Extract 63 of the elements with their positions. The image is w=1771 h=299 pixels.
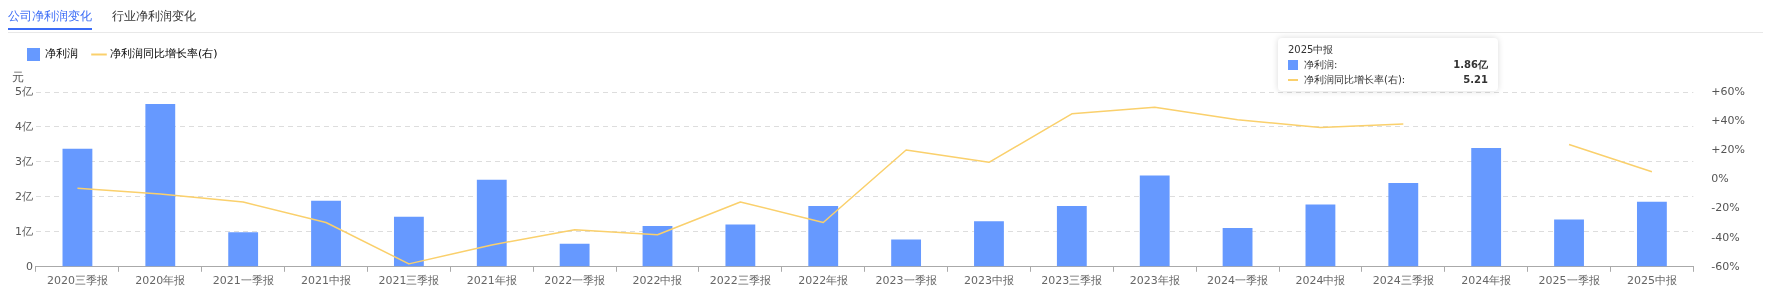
bar xyxy=(642,225,673,267)
x-tick-label: 2021三季报 xyxy=(378,274,440,288)
x-tick-label: 2024中报 xyxy=(1295,274,1346,288)
bar xyxy=(145,103,176,267)
bar xyxy=(974,221,1004,267)
bar xyxy=(559,243,590,267)
y-tick-label: 5亿 xyxy=(15,84,33,98)
legend-label: 净利润 xyxy=(44,47,78,61)
x-tick-label: 2021年报 xyxy=(466,274,517,288)
bar xyxy=(62,148,93,267)
text: 行业净利润变化 xyxy=(112,8,196,25)
bar xyxy=(393,216,424,267)
y-tick-label: 4亿 xyxy=(15,119,33,133)
x-tick-label: 2023一季报 xyxy=(875,274,937,288)
legend-label: 净利润同比增长率(右) xyxy=(110,47,218,61)
bar xyxy=(311,200,341,267)
x-tick-label: 2023三季报 xyxy=(1041,274,1103,288)
y2-tick-label: -40% xyxy=(1711,230,1740,244)
x-tick-label: 2024一季报 xyxy=(1207,274,1269,288)
x-tick-label: 2024三季报 xyxy=(1372,274,1434,288)
y-tick-label: 3亿 xyxy=(15,154,33,168)
bar xyxy=(1222,227,1253,267)
text: 2025中报 xyxy=(1288,43,1335,57)
y2-tick-label: -60% xyxy=(1711,259,1740,273)
y-axis-title: 元 xyxy=(12,70,24,85)
x-tick-label: 2022中报 xyxy=(632,274,683,288)
y2-tick-label: +40% xyxy=(1711,113,1746,127)
y-tick-label: 1亿 xyxy=(15,224,33,238)
bar xyxy=(725,224,756,267)
bar xyxy=(1636,201,1667,267)
bar xyxy=(1471,147,1502,267)
x-tick-label: 2021一季报 xyxy=(212,274,274,288)
text: 5.21 xyxy=(1463,73,1488,87)
y-tick-label: 2亿 xyxy=(15,189,33,203)
y-tick-label: 0 xyxy=(26,259,33,273)
x-tick-label: 2025中报 xyxy=(1626,274,1677,288)
y2-tick-label: 0% xyxy=(1711,172,1729,186)
text: 净利润同比增长率(右): xyxy=(1304,73,1407,87)
text: 公司净利润变化 xyxy=(8,8,92,30)
x-tick-label: 2024年报 xyxy=(1461,274,1512,288)
bar xyxy=(1388,182,1419,267)
x-tick-label: 2022年报 xyxy=(798,274,849,288)
y2-tick-label: -20% xyxy=(1711,201,1740,215)
x-tick-label: 2020三季报 xyxy=(46,274,108,288)
y2-tick-label: +20% xyxy=(1711,143,1746,157)
x-tick-label: 2020年报 xyxy=(135,274,186,288)
bar xyxy=(476,179,507,267)
bar xyxy=(808,205,839,267)
x-tick-label: 2025一季报 xyxy=(1538,274,1600,288)
text: 净利润: xyxy=(1304,58,1339,72)
bar xyxy=(1305,204,1336,267)
y2-tick-label: +60% xyxy=(1711,84,1746,98)
x-tick-label: 2021中报 xyxy=(301,274,352,288)
text: 1.86亿 xyxy=(1453,58,1488,72)
bar xyxy=(228,232,259,267)
x-tick-label: 2023年报 xyxy=(1129,274,1180,288)
x-tick-label: 2022三季报 xyxy=(709,274,771,288)
x-tick-label: 2022一季报 xyxy=(544,274,606,288)
x-tick-label: 2023中报 xyxy=(963,274,1014,288)
bar xyxy=(1554,219,1584,267)
bar xyxy=(1056,205,1087,267)
bar xyxy=(1139,175,1170,267)
bar xyxy=(891,239,922,267)
